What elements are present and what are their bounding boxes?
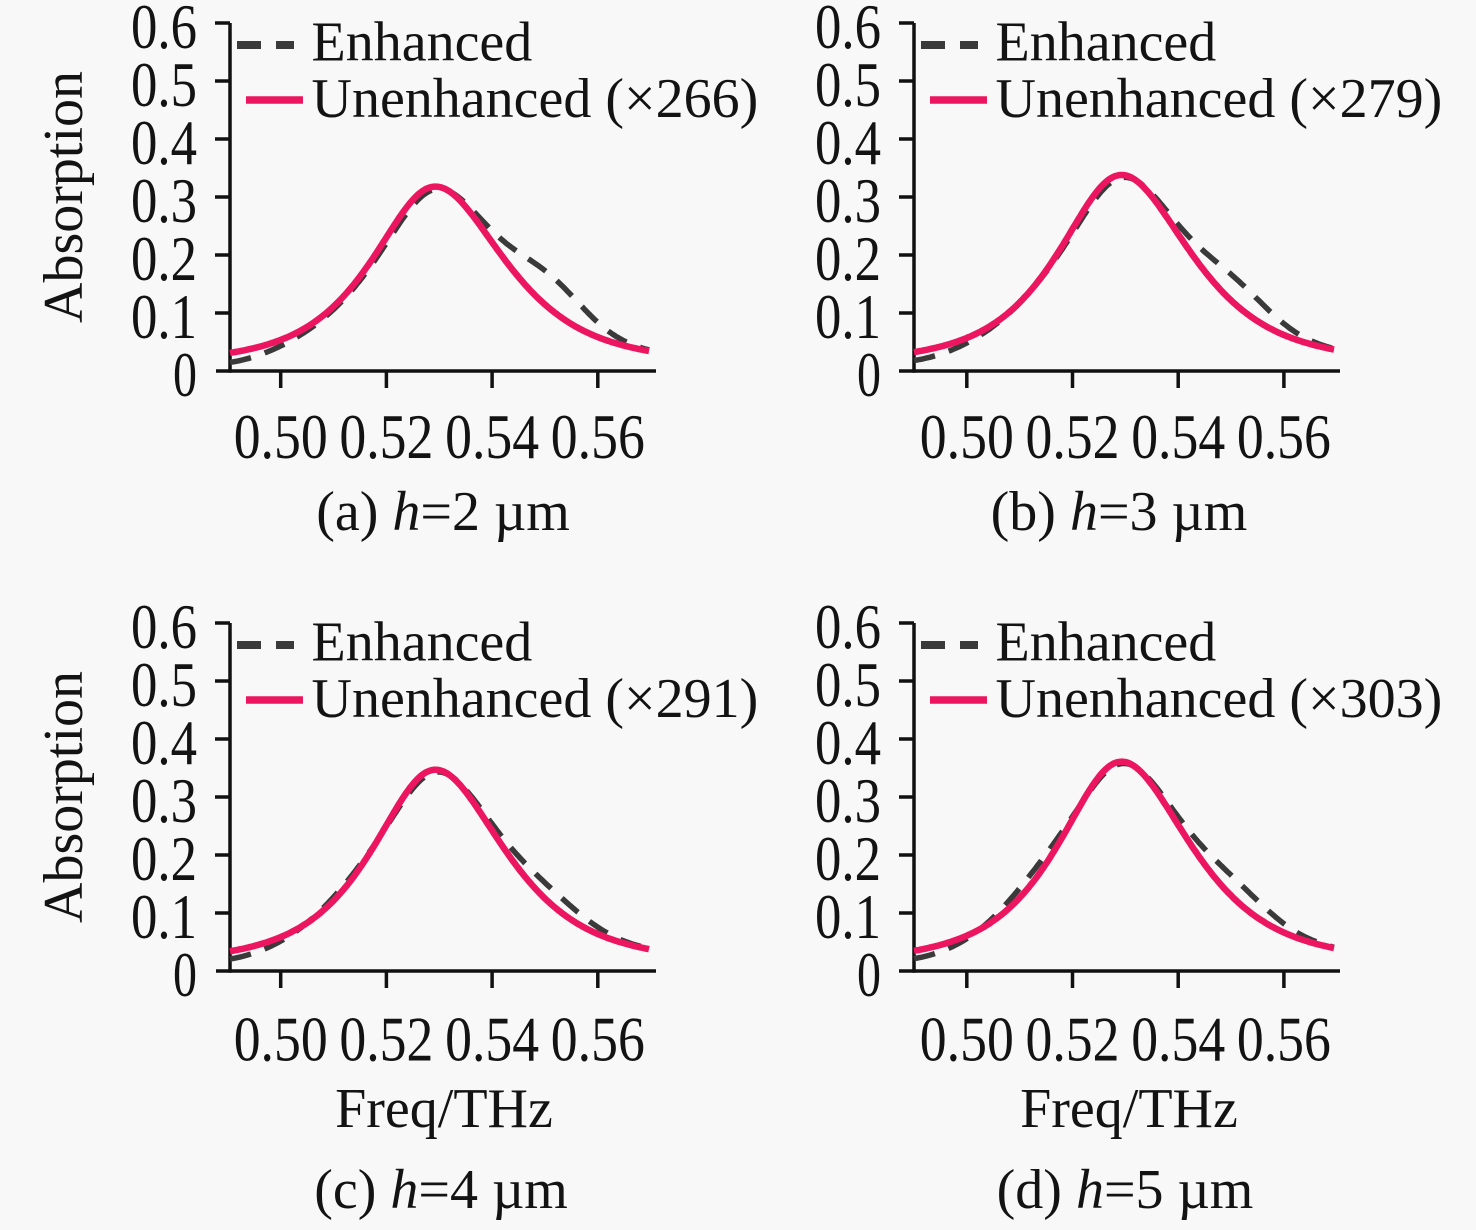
svg-text:0.4: 0.4 (815, 108, 881, 178)
svg-text:0.3: 0.3 (131, 166, 197, 236)
svg-text:0: 0 (173, 340, 197, 410)
svg-text:Unenhanced (×279): Unenhanced (×279) (996, 68, 1443, 130)
svg-text:0.54: 0.54 (445, 1005, 539, 1075)
svg-text:Enhanced: Enhanced (312, 612, 533, 674)
svg-text:(d) h=5 µm: (d) h=5 µm (997, 1159, 1254, 1221)
svg-text:(c) h=4 µm: (c) h=4 µm (314, 1159, 568, 1221)
svg-text:0.50: 0.50 (920, 402, 1014, 472)
svg-text:0: 0 (857, 340, 881, 410)
svg-text:0.5: 0.5 (815, 650, 881, 720)
svg-text:0.6: 0.6 (131, 592, 197, 662)
svg-text:0.1: 0.1 (131, 282, 197, 352)
svg-text:0.50: 0.50 (234, 1005, 328, 1075)
svg-text:0.52: 0.52 (339, 402, 433, 472)
svg-text:Enhanced: Enhanced (996, 12, 1217, 74)
svg-text:0.1: 0.1 (815, 282, 881, 352)
svg-text:(a) h=2 µm: (a) h=2 µm (316, 481, 570, 543)
svg-text:0.5: 0.5 (131, 650, 197, 720)
svg-text:0: 0 (857, 940, 881, 1010)
svg-text:0.50: 0.50 (234, 402, 328, 472)
svg-text:Unenhanced (×291): Unenhanced (×291) (312, 668, 759, 730)
svg-text:Unenhanced (×266): Unenhanced (×266) (312, 68, 759, 130)
svg-text:0.1: 0.1 (815, 882, 881, 952)
svg-text:0.6: 0.6 (815, 0, 881, 62)
svg-text:Absorption: Absorption (33, 671, 95, 923)
svg-text:0.50: 0.50 (920, 1005, 1014, 1075)
svg-text:0: 0 (173, 940, 197, 1010)
svg-text:Enhanced: Enhanced (996, 612, 1217, 674)
svg-text:0.2: 0.2 (815, 224, 881, 294)
svg-text:0.54: 0.54 (1131, 402, 1225, 472)
svg-text:Freq/THz: Freq/THz (335, 1078, 553, 1140)
svg-text:0.4: 0.4 (131, 108, 197, 178)
svg-text:0.4: 0.4 (131, 708, 197, 778)
svg-text:(b) h=3 µm: (b) h=3 µm (991, 481, 1248, 543)
svg-text:0.3: 0.3 (815, 766, 881, 836)
svg-text:0.52: 0.52 (1026, 1005, 1120, 1075)
svg-text:0.2: 0.2 (815, 824, 881, 894)
svg-text:0.56: 0.56 (1237, 1005, 1331, 1075)
svg-text:0.5: 0.5 (815, 50, 881, 120)
svg-text:0.54: 0.54 (445, 402, 539, 472)
svg-text:0.6: 0.6 (131, 0, 197, 62)
svg-text:0.56: 0.56 (1237, 402, 1331, 472)
svg-text:0.6: 0.6 (815, 592, 881, 662)
svg-text:0.56: 0.56 (551, 402, 645, 472)
svg-text:Enhanced: Enhanced (312, 12, 533, 74)
svg-text:0.52: 0.52 (339, 1005, 433, 1075)
svg-text:Unenhanced (×303): Unenhanced (×303) (996, 668, 1443, 730)
svg-text:0.2: 0.2 (131, 824, 197, 894)
svg-text:0.56: 0.56 (551, 1005, 645, 1075)
svg-text:0.3: 0.3 (815, 166, 881, 236)
svg-text:0.54: 0.54 (1131, 1005, 1225, 1075)
svg-text:0.1: 0.1 (131, 882, 197, 952)
svg-text:0.3: 0.3 (131, 766, 197, 836)
svg-text:0.4: 0.4 (815, 708, 881, 778)
svg-text:Freq/THz: Freq/THz (1020, 1078, 1238, 1140)
svg-text:0.52: 0.52 (1026, 402, 1120, 472)
svg-text:0.2: 0.2 (131, 224, 197, 294)
svg-text:Absorption: Absorption (33, 71, 95, 323)
svg-text:0.5: 0.5 (131, 50, 197, 120)
